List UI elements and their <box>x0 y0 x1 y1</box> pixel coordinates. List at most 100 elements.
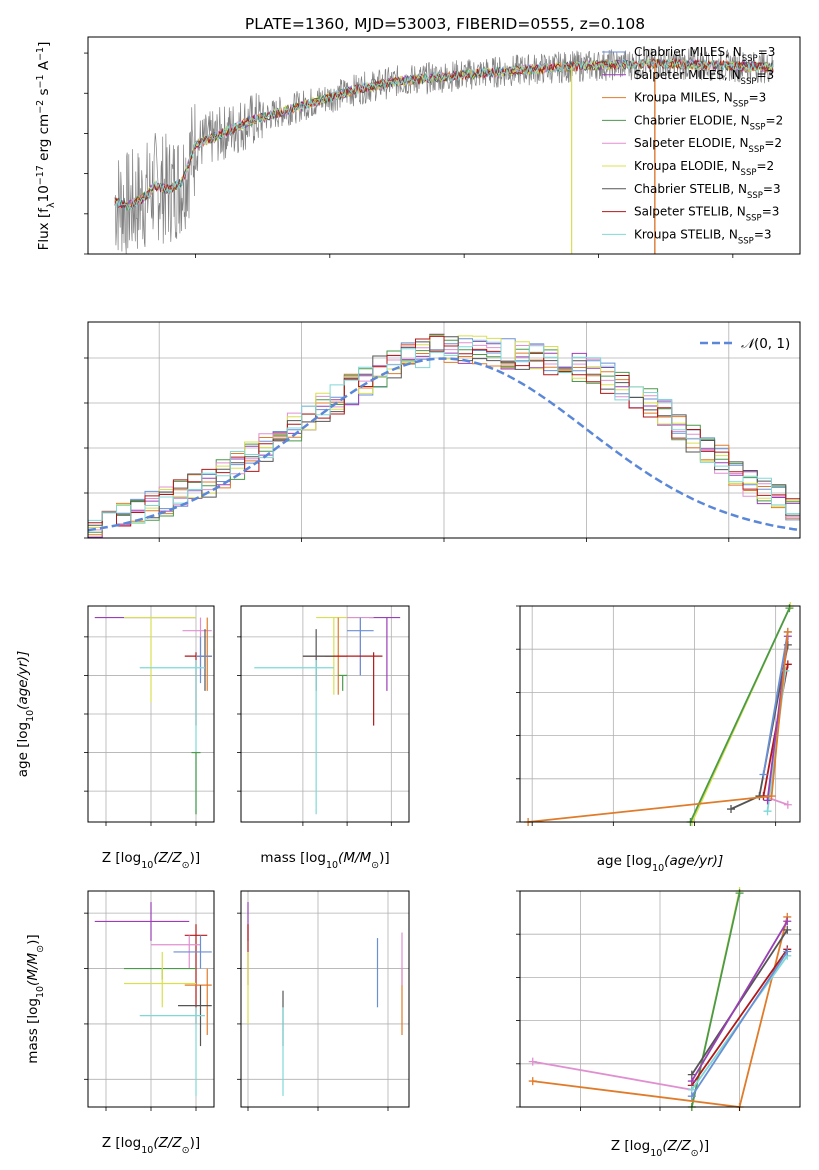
x-axis-label-part: ⊙ <box>371 860 379 871</box>
x-axis-label: age [log10(age/yr)] <box>597 853 723 874</box>
weight-marker <box>767 792 776 801</box>
legend-nssp-value: 3 <box>773 182 781 196</box>
legend-nssp-sub: SSP <box>746 214 762 224</box>
y-axis-label-group: mass [log10(M/M⊙)] <box>25 934 46 1063</box>
x-axis-label: Z [log10(Z/Z⊙)] <box>611 1138 709 1159</box>
histogram-step-line <box>88 339 800 524</box>
y-axis-label-part: (age/yr)] <box>15 651 31 710</box>
weight-marker <box>783 627 792 636</box>
legend-eq: = <box>758 45 768 59</box>
x-axis-label-part: )] <box>379 850 390 866</box>
y-axis-label-part: A <box>36 60 52 74</box>
legend-nssp-prefix: N <box>732 68 741 82</box>
model-spectrum-line <box>114 58 774 211</box>
legend-nssp-value: 3 <box>759 91 767 105</box>
legend-entry: Kroupa ELODIE, NSSP=2 <box>634 159 774 178</box>
weight-marker <box>528 1077 537 1086</box>
plots-layer: Flux [fλ10−17 erg cm−2 s−1 A−1] Chabrier … <box>15 36 801 1159</box>
legend-eq: = <box>766 113 776 127</box>
weight-line <box>762 631 789 775</box>
legend-nssp-value: 2 <box>774 136 782 150</box>
x-axis-label-part: (Z/Z <box>662 1138 691 1154</box>
legend-nssp-prefix: N <box>737 205 746 219</box>
x-axis-label-part: )] <box>699 1138 710 1154</box>
y-axis-label-part: Flux [f <box>36 207 52 251</box>
weight-marker <box>735 889 744 898</box>
legend-nssp-sub: SSP <box>742 54 758 64</box>
y-axis-label-part: s <box>36 88 52 99</box>
legend-name: Kroupa STELIB <box>634 227 721 241</box>
y-axis-label-part: mass [log <box>25 998 41 1064</box>
legend-nssp-sub: SSP <box>738 236 754 246</box>
legend-name: Chabrier STELIB <box>634 182 730 196</box>
weight-marker <box>755 792 764 801</box>
weight-marker <box>783 800 792 809</box>
model-spectrum-line <box>114 57 774 210</box>
x-axis-label-part: 10 <box>141 1145 153 1156</box>
x-axis-label-part: 10 <box>650 1148 662 1159</box>
legend-sep: , <box>732 136 740 150</box>
legend-entry: Salpeter MILES, NSSP=3 <box>634 68 774 87</box>
x-axis-label-part: ⊙ <box>182 860 190 871</box>
legend-sep: , <box>725 45 733 59</box>
y-axis-label-part: (M/M <box>25 952 41 985</box>
legend-nssp-prefix: N <box>733 45 742 59</box>
legend-entry: Kroupa STELIB, NSSP=3 <box>634 227 772 246</box>
y-axis-label: Flux [fλ10−17 erg cm−2 s−1 A−1] <box>35 42 57 251</box>
legend-name: Kroupa ELODIE <box>634 159 724 173</box>
legend-eq: = <box>756 68 766 82</box>
legend-nssp-sub: SSP <box>748 145 764 155</box>
weight-line <box>532 1060 692 1091</box>
weight-marker <box>763 796 772 805</box>
legend-nssp-value: 3 <box>764 227 772 241</box>
histogram-step-line <box>88 335 800 527</box>
y-axis-label: mass [log10(M/M⊙)] <box>25 934 46 1063</box>
legend-nssp-value: 2 <box>767 159 775 173</box>
y-axis-label-group: age [log10(age/yr)] <box>15 651 36 777</box>
y-axis-label-part: )] <box>25 934 41 945</box>
x-axis-label-part: )] <box>190 850 201 866</box>
x-axis-label-part: (Z/Z <box>153 1135 182 1151</box>
x-axis-label-part: ⊙ <box>182 1145 190 1156</box>
legend-nssp-sub: SSP <box>733 100 749 110</box>
weight-marker <box>783 925 792 934</box>
legend-eq: = <box>764 136 774 150</box>
legend-nssp-sub: SSP <box>747 191 763 201</box>
x-axis-label-part: age [log <box>597 853 652 869</box>
weight-line <box>691 948 789 1086</box>
legend-entry: Kroupa MILES, NSSP=3 <box>634 91 766 110</box>
x-axis-label: Z [log10(Z/Z⊙)] <box>102 1135 200 1156</box>
legend-name: Chabrier MILES <box>634 45 725 59</box>
weight-line <box>528 631 789 823</box>
weight-marker <box>727 805 736 814</box>
x-axis-label-part: 10 <box>652 863 664 874</box>
x-axis-label: Z [log10(Z/Z⊙)] <box>102 850 200 871</box>
y-axis-label-part: 10 <box>25 710 36 722</box>
legend-eq: = <box>763 182 773 196</box>
y-axis-label: age [log10(age/yr)] <box>15 651 36 777</box>
weight-line <box>691 920 789 1082</box>
legend-sep: , <box>730 182 738 196</box>
legend-sep: , <box>729 205 737 219</box>
x-axis-label-part: mass [log <box>260 850 326 866</box>
weight-marker <box>783 947 792 956</box>
legend-nssp-value: 3 <box>768 45 776 59</box>
legend-sep: , <box>733 113 741 127</box>
y-axis-label-group: Flux [fλ10−17 erg cm−2 s−1 A−1] <box>35 42 57 251</box>
weight-marker <box>785 604 794 613</box>
x-axis-label-part: 10 <box>141 860 153 871</box>
legend-entry: Chabrier MILES, NSSP=3 <box>634 45 775 64</box>
weight-line <box>689 607 791 823</box>
legend-nssp-prefix: N <box>732 159 741 173</box>
legend-eq: = <box>754 227 764 241</box>
legend-nssp-sub: SSP <box>750 122 766 132</box>
legend-name: Kroupa MILES <box>634 91 716 105</box>
legend-name: Salpeter MILES <box>634 68 724 82</box>
legend-nssp-sub: SSP <box>741 77 757 87</box>
y-axis-label-part: −17 <box>35 165 46 185</box>
legend-nssp-value: 3 <box>772 205 780 219</box>
legend-sep: , <box>721 227 729 241</box>
legend-nssp-prefix: N <box>724 91 733 105</box>
legend-entry: Chabrier ELODIE, NSSP=2 <box>634 113 783 132</box>
legend-eq: = <box>756 159 766 173</box>
